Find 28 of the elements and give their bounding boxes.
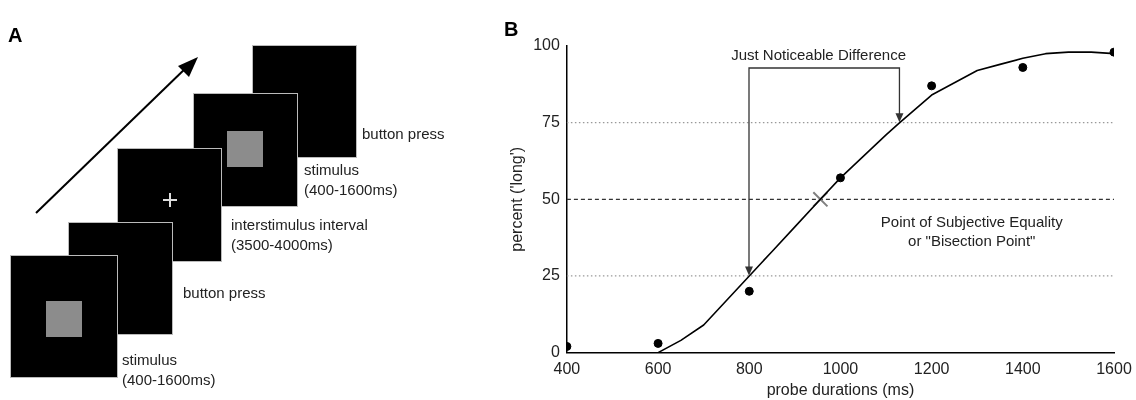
text: stimulus (400-1600ms) bbox=[122, 350, 216, 390]
x-tick-label: 1400 bbox=[1005, 359, 1041, 377]
x-tick-label: 800 bbox=[735, 359, 763, 377]
y-axis-title: percent ('long') bbox=[508, 146, 526, 252]
point bbox=[653, 338, 663, 348]
annotation: Just Noticeable Difference bbox=[731, 46, 906, 63]
y-tick-label: 75 bbox=[542, 113, 560, 131]
x-tick-label: 400 bbox=[553, 359, 581, 377]
text: A bbox=[8, 24, 23, 47]
point bbox=[812, 191, 829, 208]
x-tick-label: 600 bbox=[644, 359, 672, 377]
annotation: Point of Subjective Equality or "Bisection Point" bbox=[880, 212, 1064, 249]
text: button press bbox=[183, 283, 266, 303]
x-tick-label: 1000 bbox=[822, 359, 859, 377]
point bbox=[744, 286, 754, 296]
point bbox=[927, 81, 937, 91]
text: button press bbox=[362, 124, 445, 144]
y-tick-label: 0 bbox=[550, 343, 560, 361]
x-axis-title: probe durations (ms) bbox=[766, 380, 915, 398]
y-tick-label: 100 bbox=[533, 36, 560, 54]
y-tick-label: 50 bbox=[542, 189, 560, 207]
point bbox=[1018, 62, 1028, 72]
text: interstimulus interval (3500-4000ms) bbox=[231, 215, 368, 255]
x-tick-label: 1600 bbox=[1096, 359, 1132, 377]
y-tick-label: 25 bbox=[542, 266, 560, 284]
chart-title: B bbox=[504, 17, 519, 40]
text: stimulus (400-1600ms) bbox=[304, 160, 398, 200]
x-tick-label: 1200 bbox=[913, 359, 950, 377]
